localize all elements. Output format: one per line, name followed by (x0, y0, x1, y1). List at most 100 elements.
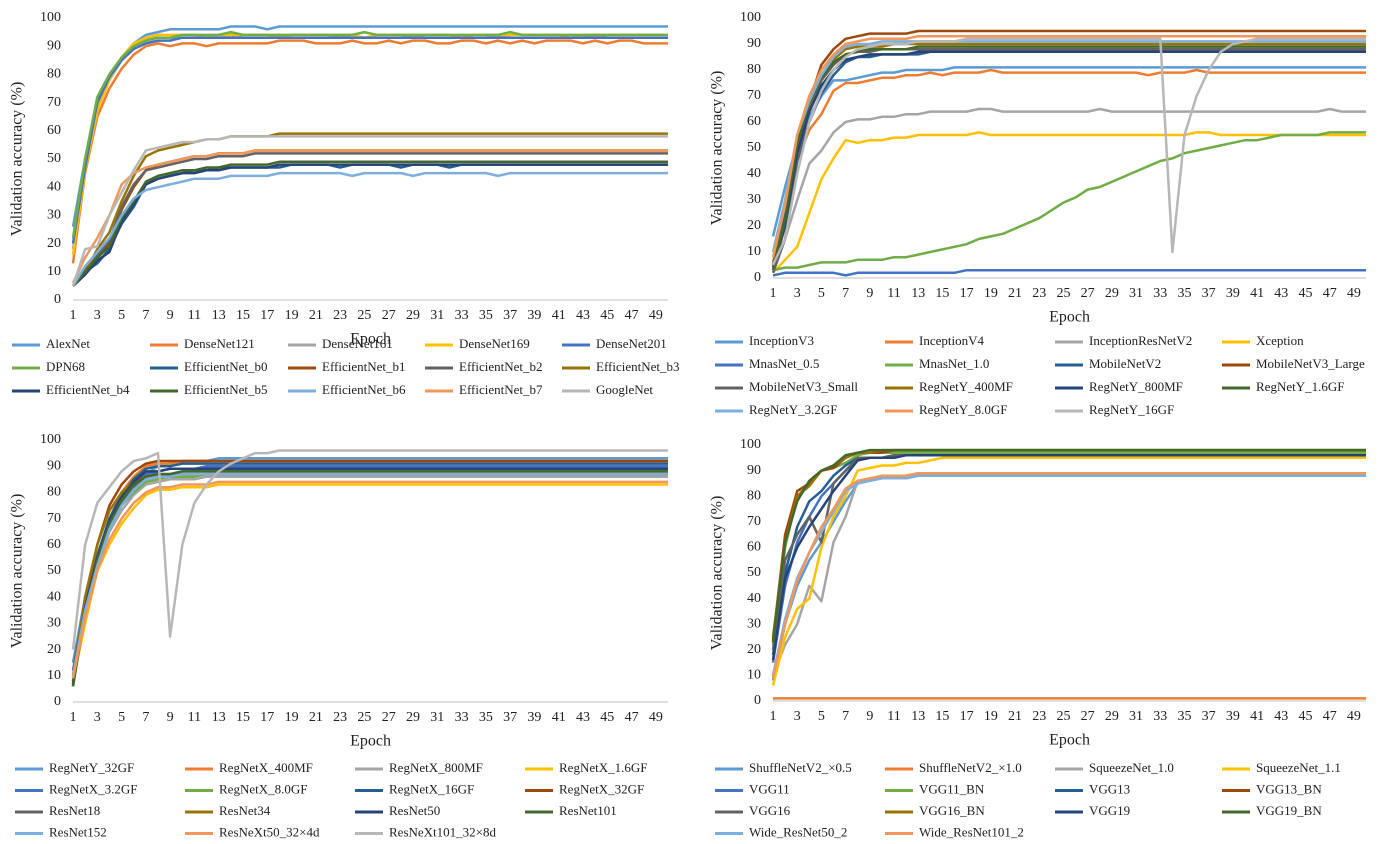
y-tick-label: 80 (747, 488, 761, 503)
series-line (72, 160, 668, 287)
x-tick-label: 39 (1226, 286, 1240, 301)
legend-label: RegNetY_32GF (49, 760, 134, 775)
legend-label: MobileNetV3_Large (1256, 356, 1365, 371)
legend-label: EfficientNet_b7 (459, 382, 543, 397)
y-tick-label: 90 (47, 458, 61, 473)
series-line (772, 268, 1366, 277)
series-line (771, 29, 1366, 271)
x-tick-label: 41 (552, 308, 566, 323)
x-tick-label: 1 (70, 710, 77, 725)
x-tick-label: 7 (842, 709, 849, 724)
series-line (771, 107, 1366, 271)
series-line (771, 453, 1366, 650)
x-tick-label: 17 (260, 308, 274, 323)
series-line (771, 448, 1366, 643)
x-tick-label: 29 (1105, 286, 1119, 301)
x-tick-label: 43 (576, 308, 590, 323)
x-tick-label: 21 (309, 308, 323, 323)
legend-label: VGG13_BN (1256, 781, 1322, 796)
legend-label: InceptionV4 (919, 333, 984, 348)
legend-label: VGG11_BN (919, 781, 985, 796)
legend-label: RegNetX_400MF (219, 760, 313, 775)
x-tick-label: 5 (818, 709, 825, 724)
legend-label: DenseNet161 (322, 336, 393, 351)
y-tick-label: 40 (47, 589, 61, 604)
legend-label: AlexNet (46, 336, 90, 351)
legend-label: DenseNet121 (184, 336, 255, 351)
series-line (71, 467, 668, 684)
series-line (771, 50, 1366, 268)
series-line (771, 34, 1366, 258)
x-tick-label: 1 (770, 709, 777, 724)
legend-label: RegNetX_3.2GF (49, 781, 137, 796)
series-line (771, 453, 1366, 663)
x-axis-label: Epoch (350, 733, 391, 750)
legend-label: ShuffleNetV2_×0.5 (749, 760, 852, 775)
x-tick-label: 1 (70, 308, 77, 323)
x-tick-label: 9 (866, 709, 873, 724)
x-tick-label: 13 (911, 286, 925, 301)
x-tick-label: 1 (770, 286, 777, 301)
x-tick-label: 3 (794, 286, 801, 301)
legend-label: EfficientNet_b2 (459, 359, 543, 374)
x-axis-label: Epoch (1049, 309, 1090, 326)
x-tick-label: 43 (576, 710, 590, 725)
series-line (771, 45, 1366, 268)
x-tick-label: 13 (212, 710, 226, 725)
series-line (771, 471, 1366, 676)
y-tick-label: 30 (747, 616, 761, 631)
series-line (71, 464, 668, 677)
y-tick-label: 10 (47, 264, 61, 279)
x-tick-label: 27 (1081, 286, 1095, 301)
legend-label: VGG19 (1089, 803, 1130, 818)
y-tick-label: 70 (747, 88, 761, 103)
legend-label: ResNet101 (559, 803, 617, 818)
series-line (71, 152, 668, 287)
series-line (71, 33, 668, 250)
x-axis-label: Epoch (350, 331, 391, 348)
y-tick-label: 0 (754, 693, 761, 708)
x-tick-label: 29 (406, 308, 420, 323)
x-tick-label: 11 (887, 286, 900, 301)
x-tick-label: 23 (1032, 709, 1046, 724)
y-axis-label: Validation accuracy (%) (709, 496, 726, 651)
x-tick-label: 37 (1202, 709, 1216, 724)
x-tick-label: 47 (1323, 286, 1337, 301)
series-line (772, 131, 1366, 274)
x-tick-label: 15 (935, 709, 949, 724)
x-tick-label: 3 (794, 709, 801, 724)
legend-label: InceptionResNetV2 (1089, 333, 1192, 348)
series-line (71, 449, 668, 650)
x-tick-label: 49 (649, 710, 663, 725)
x-tick-label: 47 (625, 308, 639, 323)
x-tick-label: 47 (625, 710, 639, 725)
x-tick-label: 39 (527, 308, 541, 323)
y-tick-label: 60 (47, 123, 61, 138)
x-tick-label: 41 (1250, 286, 1264, 301)
y-tick-label: 30 (747, 192, 761, 207)
series-line (71, 480, 668, 679)
x-tick-label: 25 (357, 308, 371, 323)
x-tick-label: 19 (984, 286, 998, 301)
y-axis-label: Validation accuracy (%) (9, 82, 26, 237)
x-tick-label: 49 (1347, 709, 1361, 724)
x-tick-label: 49 (649, 308, 663, 323)
series-line (71, 483, 668, 682)
legend-label: MobileNetV2 (1089, 356, 1161, 371)
x-tick-label: 15 (236, 308, 250, 323)
series-line (71, 459, 668, 687)
y-tick-label: 50 (47, 151, 61, 166)
series-line (771, 471, 1366, 679)
x-tick-label: 13 (212, 308, 226, 323)
legend-label: Xception (1256, 333, 1304, 348)
y-tick-label: 20 (747, 642, 761, 657)
y-tick-label: 90 (47, 38, 61, 53)
legend-label: MobileNetV3_Small (749, 379, 858, 394)
legend-label: RegNetX_1.6GF (559, 760, 647, 775)
y-tick-label: 40 (47, 179, 61, 194)
legend-label: EfficientNet_b1 (322, 359, 406, 374)
y-tick-label: 100 (740, 10, 761, 25)
x-tick-label: 31 (430, 710, 444, 725)
series-line (771, 40, 1366, 253)
x-tick-label: 17 (960, 286, 974, 301)
